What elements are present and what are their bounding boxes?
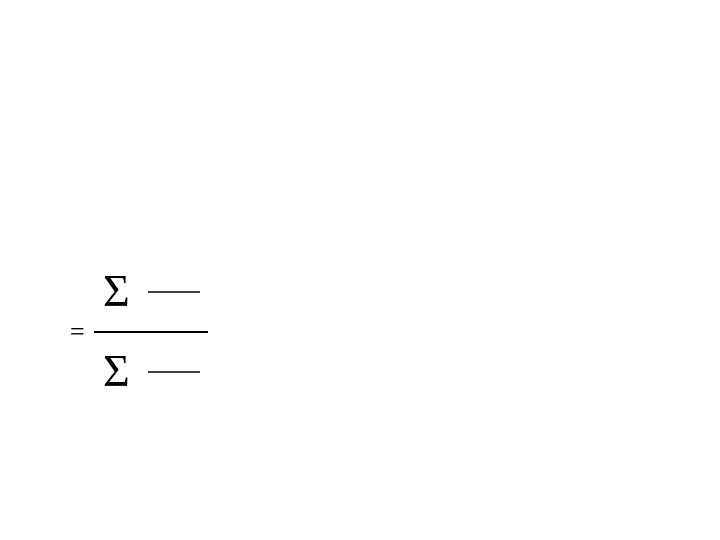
title	[0, 0, 720, 43]
formula-row: = Σ Σ	[0, 248, 720, 409]
svg-text:Σ: Σ	[103, 345, 130, 396]
diagram-wrap	[420, 53, 700, 248]
terrain-diagram	[420, 53, 700, 243]
formula: = Σ Σ	[30, 254, 215, 409]
body-row	[0, 45, 720, 248]
svg-text:=: =	[70, 317, 85, 346]
svg-text:Σ: Σ	[103, 265, 130, 316]
